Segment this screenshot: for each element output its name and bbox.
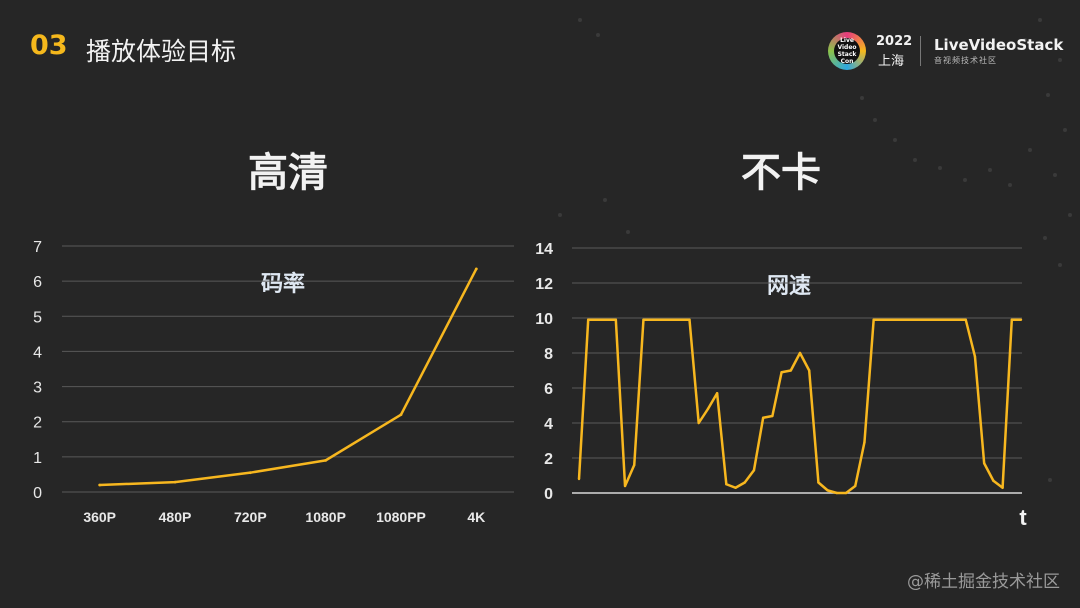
logo-divider: [920, 36, 921, 66]
panel-title-smooth: 不卡: [741, 150, 821, 196]
y-tick-label: 3: [33, 380, 42, 397]
data-point: [642, 318, 645, 321]
data-point: [623, 484, 627, 488]
data-point: [881, 318, 885, 321]
y-tick-label: 5: [33, 309, 42, 326]
data-point: [982, 462, 986, 465]
data-point: [863, 441, 866, 444]
data-point: [854, 484, 857, 488]
data-point: [927, 318, 931, 321]
panel-title-hd: 高清: [248, 150, 328, 196]
data-point: [734, 486, 737, 489]
badge-text: Live Video Stack Con: [834, 37, 860, 65]
y-tick-label: 4: [544, 416, 553, 433]
section-number: 03: [30, 30, 68, 61]
data-point: [577, 477, 581, 481]
series-line-bitrate: [99, 268, 478, 487]
y-tick-label: 4: [33, 344, 42, 361]
x-tick-label: 1080PP: [376, 509, 426, 525]
x-tick-label: 360P: [83, 509, 116, 525]
data-point: [1001, 486, 1004, 489]
data-point: [596, 318, 599, 321]
data-point: [605, 318, 608, 321]
y-tick-label: 6: [33, 274, 42, 291]
data-point: [679, 318, 682, 321]
data-point: [771, 414, 774, 418]
data-point: [909, 318, 912, 321]
y-tick-label: 2: [33, 415, 42, 432]
data-point: [706, 407, 710, 411]
data-point: [808, 369, 811, 372]
data-point: [761, 416, 765, 419]
data-point: [614, 318, 618, 321]
y-tick-label: 6: [544, 381, 553, 398]
data-point: [835, 491, 839, 495]
data-point: [992, 479, 995, 482]
page-title: 播放体验目标: [86, 37, 237, 66]
data-point: [890, 318, 894, 321]
data-point: [715, 392, 719, 395]
data-point: [789, 369, 792, 372]
data-point: [973, 355, 977, 358]
data-point: [1019, 318, 1023, 321]
x-tick-label: 480P: [159, 509, 192, 525]
data-point: [660, 318, 664, 321]
logo-tagline: 音视频技术社区: [934, 56, 997, 65]
x-tick-label: 720P: [234, 509, 267, 525]
y-tick-label: 14: [535, 241, 553, 258]
data-point: [872, 318, 875, 321]
network-speed-chart-title: 网速: [767, 274, 812, 299]
data-point: [780, 371, 783, 374]
y-tick-label: 7: [33, 239, 42, 256]
data-point: [669, 318, 673, 321]
data-point: [955, 318, 958, 321]
data-point: [324, 458, 328, 462]
data-point: [936, 318, 940, 321]
logo-city: 上海: [878, 54, 905, 69]
data-point: [474, 267, 478, 271]
conference-badge-icon: Live Video Stack Con: [828, 32, 866, 70]
data-point: [587, 318, 590, 321]
data-point: [173, 480, 177, 484]
logo-year: 2022: [876, 34, 913, 49]
data-point: [964, 318, 967, 321]
y-tick-label: 2: [544, 451, 553, 468]
y-tick-label: 1: [33, 450, 42, 467]
y-tick-label: 12: [535, 276, 553, 293]
x-tick-label: 1080P: [305, 509, 345, 525]
data-point: [798, 351, 802, 355]
data-point: [946, 318, 949, 321]
data-point: [752, 469, 756, 472]
watermark: @稀土掘金技术社区: [907, 572, 1060, 592]
data-point: [633, 463, 636, 467]
data-point: [817, 481, 820, 484]
data-point: [248, 471, 252, 475]
data-point: [918, 318, 921, 321]
data-point: [725, 483, 728, 486]
x-axis-label: t: [1019, 505, 1027, 530]
data-point: [651, 318, 654, 321]
data-point: [688, 318, 691, 321]
conference-logo: Live Video Stack Con 2022 上海 LiveVideoSt…: [826, 30, 1066, 74]
x-tick-label: 4K: [467, 509, 485, 525]
logo-name: LiveVideoStack: [934, 36, 1064, 54]
bitrate-chart-title: 码率: [261, 272, 306, 297]
y-tick-label: 8: [544, 346, 553, 363]
data-point: [900, 318, 903, 321]
data-point: [1010, 318, 1013, 321]
data-point: [98, 483, 102, 487]
data-point: [743, 481, 746, 484]
y-tick-label: 0: [544, 486, 553, 503]
data-point: [844, 491, 848, 495]
series-line-network-speed: [577, 318, 1021, 495]
data-point: [399, 413, 403, 417]
data-point: [697, 421, 700, 425]
y-tick-label: 10: [535, 311, 553, 328]
data-point: [826, 489, 829, 492]
y-tick-label: 0: [33, 485, 42, 502]
